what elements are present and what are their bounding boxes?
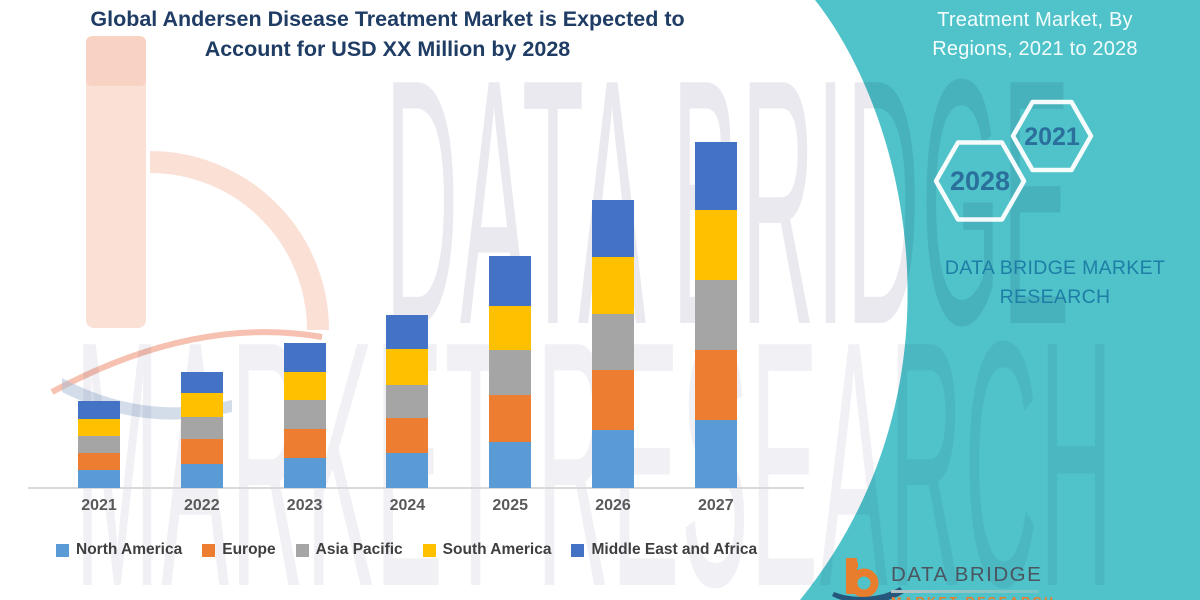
bar-segment-2021-europe [78,453,120,470]
sidebar-heading: Treatment Market, By Regions, 2021 to 20… [870,6,1200,64]
brand-line1: DATA BRIDGE MARKET [944,257,1166,279]
company-logo-subtext: MARKET RESEARCH [891,595,1056,600]
legend-swatch-icon [56,543,69,557]
bar-segment-2026-north-america [592,430,634,488]
x-axis-label-2022: 2022 [184,497,220,514]
bar-segment-2027-south-america [694,210,737,280]
bar-segment-2027-asia-pacific [694,280,737,350]
bar-segment-2021-south-america [78,419,120,436]
x-axis-label-2024: 2024 [389,497,426,514]
bar-segment-2024-south-america [386,349,429,385]
legend-swatch-icon [422,543,436,557]
legend-item-south-america: South America [422,541,552,559]
brand-line2: RESEARCH [999,286,1111,308]
chart-title-line1: Global Andersen Disease Treatment Market… [90,7,685,31]
bar-segment-2023-asia-pacific [283,400,326,429]
bar-segment-2026-south-america [592,257,634,314]
x-axis-label-2025: 2025 [492,497,528,514]
bar-segment-2021-asia-pacific [78,436,120,453]
legend-item-asia-pacific: Asia Pacific [295,541,403,559]
bar-segment-2021-north-america [78,470,120,488]
legend-label: Middle East and Africa [591,541,758,558]
bar-segment-2025-middle-east-and-africa [489,256,532,306]
hexagon-2021-label: 2021 [1024,123,1080,151]
bar-segment-2023-europe [283,429,326,458]
chart-title-line2: Account for USD XX Million by 2028 [204,37,571,61]
bar-segment-2026-middle-east-and-africa [592,200,634,257]
bar-segment-2027-middle-east-and-africa [694,142,737,210]
legend-item-middle-east-and-africa: Middle East and Africa [571,541,757,559]
bar-segment-2022-europe [180,439,223,464]
bar-segment-2025-asia-pacific [489,350,532,395]
bar-segment-2027-north-america [694,420,737,488]
legend-label: Europe [222,541,276,558]
legend-item-north-america: North America [56,541,182,559]
bar-segment-2024-europe [386,418,429,453]
x-axis-label-2021: 2021 [81,497,117,514]
x-axis-label-2027: 2027 [698,497,734,514]
hexagon-2021-badge: 2021 [1010,99,1094,173]
bar-segment-2023-north-america [283,458,326,488]
legend-swatch-icon [571,543,585,557]
bar-segment-2024-asia-pacific [386,385,429,418]
company-logo-text: DATA BRIDGE [891,563,1043,586]
sidebar-heading-line1: Treatment Market, By [937,9,1133,31]
company-logo-underline [891,590,1039,593]
chart-title: Global Andersen Disease Treatment Market… [0,4,775,64]
sidebar-heading-line2: Regions, 2021 to 2028 [932,38,1138,60]
legend-label: Asia Pacific [315,541,403,558]
bar-segment-2025-north-america [489,442,532,488]
brand-wordmark: DATA BRIDGE MARKET RESEARCH [900,254,1200,312]
x-axis-label-2026: 2026 [595,497,631,514]
bar-segment-2022-asia-pacific [180,417,223,439]
hexagon-2028-label: 2028 [950,166,1010,196]
legend-label: North America [76,541,183,558]
legend-swatch-icon [295,543,309,557]
bar-segment-2027-europe [694,350,737,420]
hexagon-2028-badge: 2028 [933,140,1027,222]
company-logo-icon [832,558,904,600]
legend-swatch-icon [202,543,216,557]
bar-segment-2024-middle-east-and-africa [386,315,429,349]
bar-segment-2024-north-america [386,453,429,488]
x-axis-label-2023: 2023 [286,497,323,514]
bar-segment-2025-europe [489,395,532,442]
bar-segment-2026-europe [592,370,634,430]
x-axis-line [28,487,804,489]
bar-segment-2025-south-america [489,306,532,350]
legend-label: South America [442,541,552,558]
bar-segment-2022-north-america [180,464,223,488]
bar-segment-2026-asia-pacific [592,314,634,370]
chart-legend: North America Europe Asia Pacific South Ame… [56,541,757,559]
legend-item-europe: Europe [202,541,276,559]
